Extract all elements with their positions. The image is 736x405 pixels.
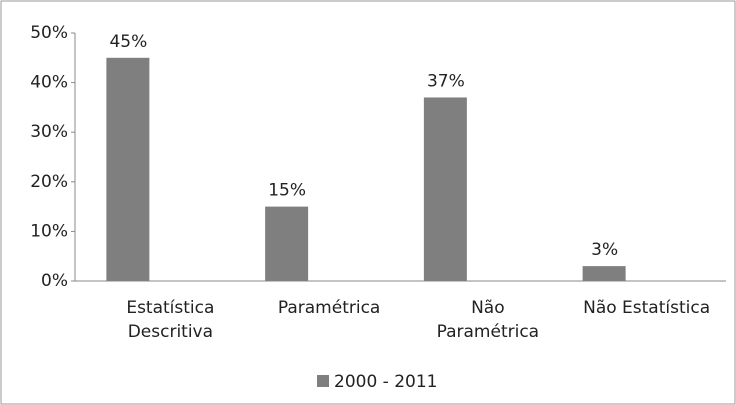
y-tick-label: 20% bbox=[30, 172, 68, 192]
x-tick-label: Paramétrica bbox=[277, 298, 381, 318]
x-tick-label: Não Paramétrica bbox=[436, 298, 540, 342]
data-label: 15% bbox=[268, 181, 306, 201]
data-label: 3% bbox=[591, 240, 618, 260]
y-tick-label: 40% bbox=[30, 73, 68, 93]
data-label: 45% bbox=[109, 32, 147, 52]
legend-swatch bbox=[317, 375, 329, 387]
y-tick-label: 30% bbox=[30, 122, 68, 142]
y-tick-label: 0% bbox=[41, 271, 68, 291]
x-tick-label: Estatística Descritiva bbox=[126, 298, 215, 342]
bar bbox=[106, 57, 150, 281]
x-tick-label: Não Estatística bbox=[583, 298, 711, 318]
y-tick-label: 10% bbox=[30, 221, 68, 241]
bar bbox=[265, 206, 309, 281]
bar bbox=[582, 266, 626, 281]
y-tick-label: 50% bbox=[30, 23, 68, 43]
legend-label: 2000 - 2011 bbox=[334, 372, 437, 392]
data-label: 37% bbox=[427, 71, 465, 91]
bar bbox=[423, 97, 467, 281]
